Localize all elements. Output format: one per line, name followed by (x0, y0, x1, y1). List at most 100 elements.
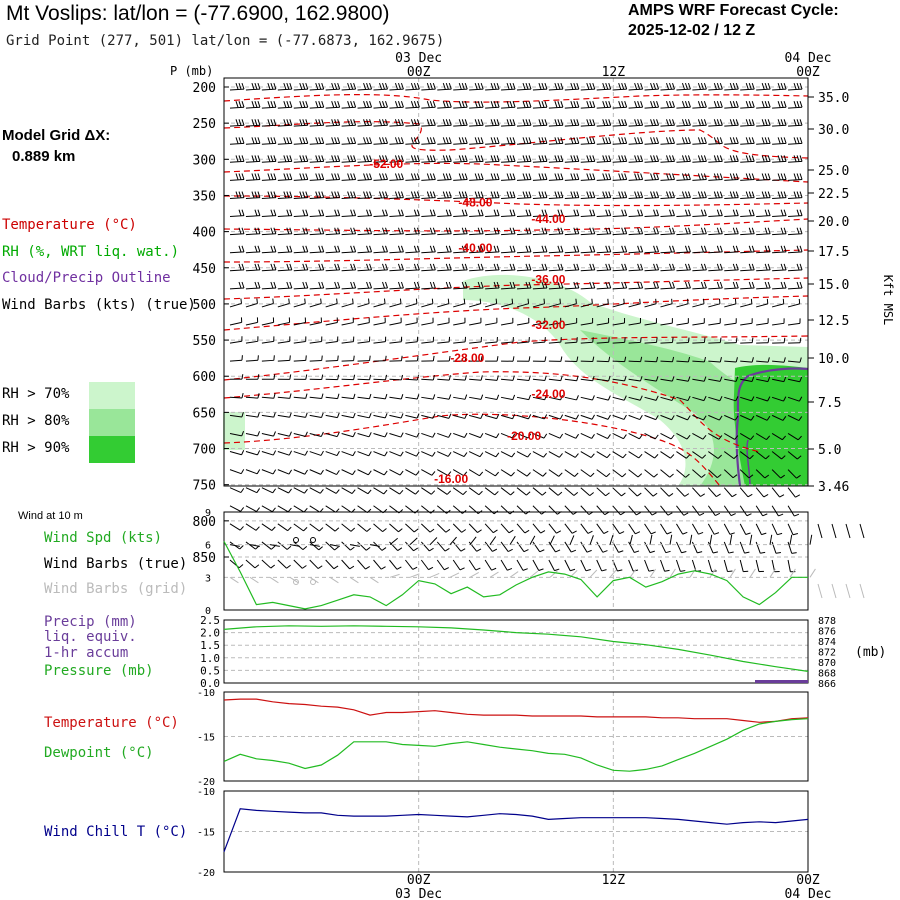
wind-barb (660, 541, 671, 554)
wind-barb (357, 355, 371, 362)
wind-barb (788, 227, 803, 236)
wind-barb (740, 263, 755, 272)
wind-barb (580, 298, 593, 308)
wind-barb (660, 451, 675, 459)
wind-barb (740, 318, 753, 326)
wind-barb (229, 173, 245, 181)
wind-barb (516, 394, 532, 401)
wind-barb (516, 559, 528, 571)
wind-barb (756, 119, 771, 127)
wind-barb (389, 336, 403, 344)
wind-barb (596, 281, 612, 290)
wind-barb-grid (409, 573, 420, 578)
temperature-contour-label: -44.00 (531, 212, 565, 226)
wind-barb (421, 173, 436, 181)
wind-barb (564, 433, 579, 439)
wind-barb (469, 263, 484, 272)
pressure-tick-label: 200 (193, 81, 216, 96)
wind-barb (723, 559, 733, 573)
wind-barb (261, 487, 277, 494)
wind-barb (309, 469, 324, 475)
wind-barb (421, 355, 435, 362)
wind-barb (229, 393, 244, 399)
wind-barb (405, 173, 420, 181)
wind-barb (692, 263, 707, 272)
windchill-tick-label: -10 (197, 787, 215, 798)
wind-barb (293, 487, 308, 494)
pressure-tick-label: 750 (193, 479, 216, 494)
wind-barb (708, 82, 723, 91)
wind-barb (421, 298, 434, 308)
wind-barb (229, 317, 243, 326)
wind-barb (644, 559, 654, 572)
precip-tick-label: 1.5 (200, 639, 220, 652)
wind-barb (660, 137, 675, 145)
wind-barb (501, 227, 516, 236)
wind-barb (755, 559, 764, 573)
wind-barb (325, 245, 341, 254)
wind-barb (229, 523, 244, 531)
temp-tick-label: -15 (197, 733, 215, 744)
wind-barb (771, 414, 787, 421)
wind-barb-grid (229, 576, 239, 584)
wind-barb-true (349, 544, 360, 547)
top-date-label: 04 Dec (785, 51, 832, 66)
wind-barb (692, 414, 707, 421)
wind-barb (293, 298, 306, 308)
wind-barb (548, 245, 564, 254)
wind-barb (261, 101, 277, 109)
wind-10m-header: Wind at 10 m (18, 510, 83, 522)
wind-barb (516, 298, 530, 308)
wind-barb (724, 173, 739, 181)
wind-barb (628, 173, 644, 181)
wind-barb (756, 245, 771, 254)
wind-barb (453, 356, 467, 362)
wind-barb (708, 337, 722, 344)
wind-barb (468, 487, 483, 496)
wind-barb (389, 317, 402, 326)
wind-barb-true-edge (817, 523, 823, 539)
wind-barb (596, 245, 612, 254)
wind-barb (580, 119, 596, 127)
pressure-tick-label: 850 (193, 551, 216, 566)
wind-barb (325, 469, 340, 475)
wind-barb (453, 119, 468, 127)
wind-barb (373, 173, 388, 181)
wind-barb (788, 245, 803, 254)
wind-barb (707, 523, 720, 535)
wind-barb (405, 245, 420, 254)
wind-barb-grid (669, 568, 676, 578)
wind-barb (596, 137, 612, 145)
precip-tick-label: 2.5 (200, 614, 220, 627)
label-dewpoint: Dewpoint (°C) (44, 745, 154, 761)
wind-barb (628, 82, 644, 91)
wind-barb-grid (269, 576, 279, 584)
wind-barb (564, 487, 579, 496)
wind-barb (516, 191, 532, 199)
wind-barb (325, 263, 341, 272)
wind-barb (341, 523, 356, 532)
wind-barb (453, 432, 468, 439)
wind-barb (596, 82, 612, 91)
temperature-line (223, 698, 809, 723)
wind-barb (612, 376, 627, 382)
wind-barb (293, 119, 309, 127)
wind-barb (437, 394, 452, 400)
wind-barb (373, 451, 388, 457)
wind-barb (580, 523, 593, 534)
wind-barb (596, 375, 611, 382)
cloud-outline-inner (746, 439, 751, 487)
wind-barb (277, 559, 291, 569)
pressure-tick-label: 450 (193, 262, 216, 277)
wind-barb (245, 82, 261, 91)
temp-tick-label: -20 (197, 777, 215, 788)
wind-barb (580, 451, 595, 459)
wind-barb (628, 155, 644, 163)
wind-barb (532, 173, 548, 181)
wind-barb (261, 431, 276, 437)
wind-barb (309, 155, 325, 163)
wind-barb (532, 227, 548, 236)
wind-barb (676, 433, 691, 440)
wind-barb (787, 414, 803, 421)
